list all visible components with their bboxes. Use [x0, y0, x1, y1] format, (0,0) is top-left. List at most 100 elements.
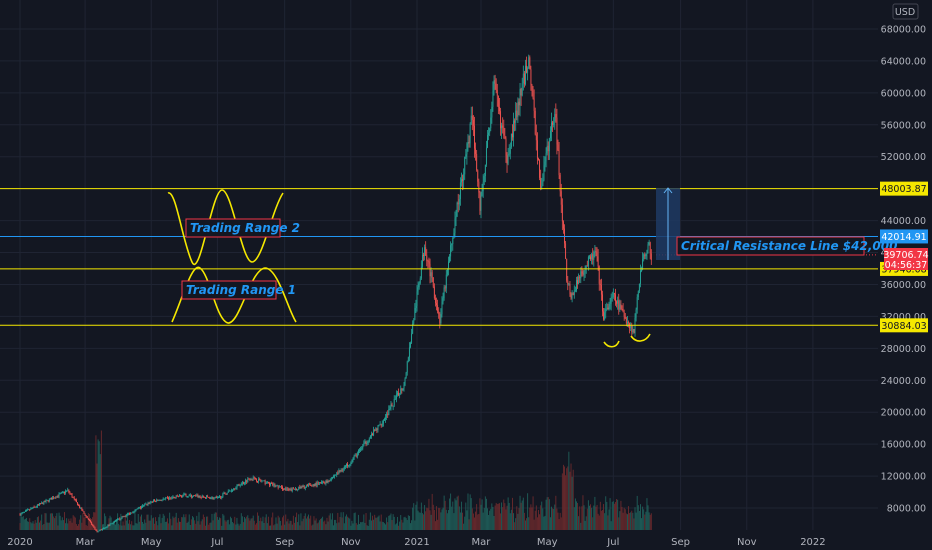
- candle-body: [568, 284, 570, 286]
- volume-bar: [254, 524, 256, 530]
- candle-body: [135, 509, 137, 510]
- annotation-trading-range-1[interactable]: Trading Range 1: [181, 280, 296, 300]
- level-badge-text: 48003.87: [881, 184, 926, 195]
- currency-text: USD: [895, 7, 915, 18]
- candle-body: [29, 509, 31, 511]
- candle-body: [492, 90, 494, 107]
- volume-bar: [272, 512, 274, 530]
- volume-bar: [203, 517, 205, 530]
- candle-body: [202, 495, 204, 498]
- volume-bar: [295, 517, 296, 530]
- volume-bar: [560, 517, 562, 530]
- candle-body: [46, 500, 48, 501]
- candle-body: [491, 106, 493, 118]
- candle-body: [429, 263, 431, 277]
- volume-bar: [141, 514, 142, 530]
- candle-body: [292, 488, 294, 490]
- candle-body: [115, 520, 116, 522]
- volume-bar: [523, 512, 525, 530]
- volume-bar: [489, 510, 491, 530]
- trading-range-curves[interactable]: [167, 189, 651, 348]
- volume-bar: [317, 522, 319, 530]
- price-range-measure[interactable]: [656, 187, 680, 260]
- candle-body: [174, 497, 176, 498]
- candle-body: [310, 485, 312, 486]
- annotation-trading-range-2[interactable]: Trading Range 2: [185, 218, 300, 238]
- candle-body: [400, 388, 402, 395]
- volume-bar: [635, 512, 637, 530]
- price-tick-label: 52000.00: [881, 152, 926, 163]
- candle-body: [522, 73, 524, 84]
- candle-body: [554, 114, 556, 122]
- candle-body: [257, 481, 258, 482]
- volume-bar: [446, 513, 448, 530]
- candle-body: [321, 482, 322, 484]
- volume-bar: [464, 516, 466, 530]
- volume-bar: [402, 522, 404, 530]
- volume-bar: [121, 525, 123, 530]
- candle-body: [101, 529, 103, 530]
- candle-body: [74, 498, 76, 501]
- last-price-badge: 39706.74 04:56:37: [883, 248, 929, 271]
- candle-body: [98, 530, 100, 532]
- volume-bar: [650, 513, 652, 530]
- volume-bar: [298, 514, 300, 530]
- volume-bar: [547, 497, 549, 530]
- volume-bar: [215, 512, 217, 530]
- candle-body: [513, 120, 514, 138]
- volume-bar: [598, 515, 600, 530]
- candle-body: [305, 485, 307, 487]
- volume-bar: [477, 514, 479, 530]
- candle-body: [37, 504, 39, 506]
- candle-body: [362, 445, 364, 449]
- candle-body: [262, 480, 264, 482]
- candle-body: [163, 498, 165, 500]
- candle-body: [566, 258, 568, 281]
- volume-bar: [117, 513, 119, 530]
- candle-body: [346, 463, 347, 466]
- volume-bar: [372, 515, 373, 530]
- volume-bar: [453, 513, 455, 530]
- volume-bar: [516, 506, 518, 530]
- candle-body: [251, 478, 253, 480]
- volume-bar: [416, 501, 418, 530]
- volume-bar: [252, 515, 254, 530]
- horizontal-levels[interactable]: [0, 188, 878, 326]
- candle-body: [616, 301, 618, 304]
- candle-body: [538, 158, 539, 161]
- currency-label: USD: [892, 3, 919, 20]
- candle-body: [525, 65, 526, 85]
- volume-bar: [86, 525, 88, 530]
- candle-body: [638, 283, 640, 292]
- candle-body: [104, 527, 106, 529]
- volume-bar: [607, 515, 609, 530]
- bottom-1-curve: [603, 340, 620, 348]
- candle-body: [399, 394, 401, 396]
- candle-body: [180, 495, 181, 497]
- candle-body: [424, 247, 426, 256]
- volume-bar: [21, 517, 23, 530]
- annotation-critical-resistance[interactable]: Critical Resistance Line $42,000: [676, 236, 897, 256]
- volume-bar: [492, 506, 494, 530]
- volume-bar: [557, 512, 559, 530]
- candle-body: [30, 508, 32, 510]
- candle-body: [528, 57, 530, 69]
- candle-body: [206, 496, 208, 498]
- volume-bar: [569, 471, 571, 530]
- volume-bar: [548, 499, 550, 530]
- volume-bar: [98, 441, 100, 530]
- volume-bar: [249, 520, 251, 530]
- candle-body: [21, 512, 23, 514]
- volume-bar: [280, 525, 282, 530]
- time-axis[interactable]: 2020 Mar May Jul Sep Nov 2021 Mar May Jul Sep Nov 20…: [7, 537, 825, 548]
- volume-bar: [454, 498, 456, 530]
- volume-bar: [331, 513, 333, 530]
- candle-body: [132, 512, 134, 514]
- volume-bar: [356, 524, 358, 530]
- volume-bar: [28, 521, 30, 530]
- volume-bar: [40, 520, 42, 530]
- volume-bar: [285, 514, 287, 530]
- volume-bar: [649, 514, 651, 530]
- candle-body: [208, 496, 210, 498]
